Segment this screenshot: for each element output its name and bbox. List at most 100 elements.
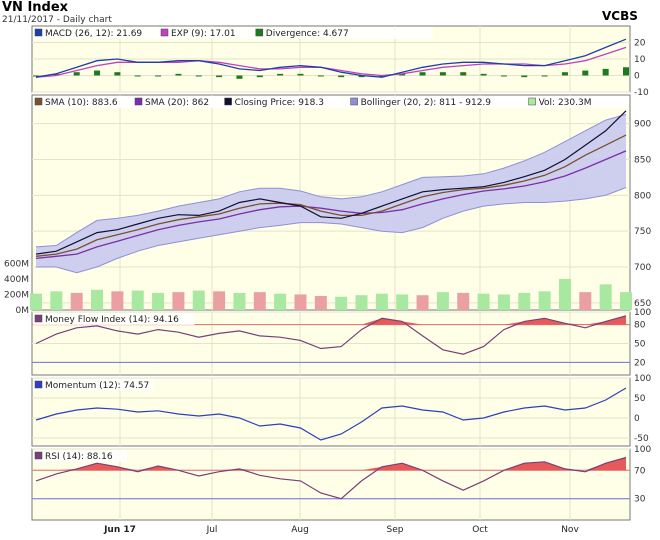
mfi-y-tick-label: 20 xyxy=(634,358,646,368)
volume-bar xyxy=(538,291,551,310)
price-legend-swatch-2 xyxy=(224,97,232,106)
sma20-line xyxy=(35,150,627,260)
price-legend-label-3: Bollinger (20, 2): 811 - 912.9 xyxy=(361,98,492,108)
macd-y-tick-label: 0 xyxy=(634,72,640,82)
volume-bar xyxy=(253,292,266,310)
volume-bar xyxy=(518,292,531,310)
macd-legend-label-2: Divergence: 4.677 xyxy=(266,29,349,39)
brand-label: VCBS xyxy=(602,9,638,23)
momentum-y-tick-label: 50 xyxy=(634,394,646,404)
volume-y-tick-label: 400M xyxy=(4,275,29,285)
rsi-legend-swatch-0 xyxy=(34,451,43,460)
volume-y-tick-label: 600M xyxy=(4,259,29,269)
macd-divergence-bar xyxy=(256,75,263,78)
mfi-y-tick-label: 100 xyxy=(634,308,651,318)
macd-divergence-bar xyxy=(216,75,223,78)
rsi-y-tick-label: 100 xyxy=(634,445,651,455)
macd-divergence-bar xyxy=(277,73,284,76)
momentum-line xyxy=(35,387,627,441)
chart-date-subtitle: 21/11/2017 - Daily chart xyxy=(2,15,112,25)
macd-divergence-bar xyxy=(623,67,629,76)
momentum-legend-label-0: Momentum (12): 74.57 xyxy=(45,381,149,391)
macd-divergence-bar xyxy=(53,73,60,76)
bollinger-lower-line xyxy=(36,187,627,274)
volume-bar xyxy=(579,292,592,310)
macd-divergence-bar xyxy=(94,70,101,76)
volume-bar xyxy=(91,289,104,310)
macd-divergence-bar xyxy=(602,68,609,76)
price-y-tick-label: 850 xyxy=(634,156,651,166)
bollinger-band-fill xyxy=(36,114,626,273)
sma10-line xyxy=(35,134,627,257)
macd-legend-label-1: EXP (9): 17.01 xyxy=(171,29,236,39)
price-legend-swatch-3 xyxy=(350,97,358,106)
macd-divergence-bar xyxy=(460,72,467,76)
volume-bar xyxy=(131,290,144,310)
mfi-y-tick-label: 50 xyxy=(634,340,646,350)
bollinger-upper-line xyxy=(35,113,627,248)
rsi-legend-bg xyxy=(33,450,127,462)
macd-divergence-bar xyxy=(73,72,80,76)
price-y-tick-label: 800 xyxy=(634,191,651,201)
volume-bar xyxy=(213,291,226,310)
macd-legend-swatch-1 xyxy=(160,28,169,37)
momentum-y-tick-label: 0 xyxy=(634,414,640,424)
price-legend-label-4: Vol: 230.3M xyxy=(539,98,592,108)
closing-price-line xyxy=(35,110,627,255)
macd-y-tick-label: -10 xyxy=(634,88,649,98)
x-axis-month-label: Nov xyxy=(561,525,579,535)
price-legend-label-2: Closing Price: 918.3 xyxy=(235,98,324,108)
macd-divergence-bar xyxy=(378,75,385,78)
volume-bar xyxy=(436,292,449,310)
volume-bar xyxy=(233,292,246,310)
volume-bar xyxy=(274,293,287,310)
volume-bar xyxy=(70,292,83,310)
volume-bar xyxy=(30,293,42,310)
volume-bar xyxy=(355,295,368,310)
price-y-tick-label: 700 xyxy=(634,263,651,273)
macd-divergence-bar xyxy=(439,72,446,76)
volume-bar xyxy=(314,296,327,310)
mfi-legend-bg xyxy=(33,313,195,325)
volume-bar xyxy=(294,294,307,310)
macd-legend-bg xyxy=(33,27,433,39)
price-y-tick-label: 900 xyxy=(634,120,651,130)
macd-divergence-bar xyxy=(134,75,141,77)
volume-bar xyxy=(558,278,571,310)
macd-divergence-bar xyxy=(175,73,182,76)
price-legend-bg xyxy=(33,96,629,108)
mfi-y-tick-label: 80 xyxy=(634,321,646,331)
macd-divergence-bar xyxy=(155,75,162,77)
rsi-y-tick-label: 30 xyxy=(634,495,646,505)
price-legend-swatch-4 xyxy=(528,97,536,106)
macd-divergence-bar xyxy=(399,73,406,76)
macd-divergence-bar xyxy=(195,75,202,77)
macd-divergence-bar xyxy=(541,75,548,77)
volume-bar xyxy=(599,284,612,310)
price-legend-swatch-1 xyxy=(134,97,143,106)
volume-bar xyxy=(457,292,470,310)
volume-bar xyxy=(497,294,510,310)
volume-bar xyxy=(477,293,490,310)
x-axis-month-label: Oct xyxy=(472,525,488,535)
macd-legend-swatch-0 xyxy=(34,28,43,37)
macd-divergence-bar xyxy=(500,75,507,77)
mfi-legend-label-0: Money Flow Index (14): 94.16 xyxy=(45,315,179,325)
macd-divergence-bar xyxy=(338,75,345,78)
volume-bar xyxy=(192,290,205,310)
x-axis-month-label: Jul xyxy=(206,525,218,535)
price-y-tick-label: 750 xyxy=(634,227,651,237)
volume-bar xyxy=(375,293,388,310)
rsi-panel xyxy=(31,448,631,521)
price-legend-label-1: SMA (20): 862 xyxy=(145,98,209,108)
rsi-line xyxy=(35,456,627,500)
volume-bar xyxy=(172,292,185,310)
momentum-legend-bg xyxy=(33,379,153,391)
volume-bar xyxy=(50,291,63,310)
x-axis-month-label: Aug xyxy=(291,525,309,535)
rsi-y-tick-label: 70 xyxy=(634,466,646,476)
rsi-overbought-fill xyxy=(36,457,626,471)
price-y-tick-label: 650 xyxy=(634,299,651,309)
macd-divergence-bar xyxy=(317,75,324,77)
